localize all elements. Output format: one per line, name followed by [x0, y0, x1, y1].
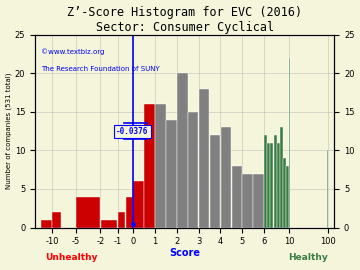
Bar: [118, 212, 125, 228]
Bar: [166, 120, 177, 228]
Bar: [283, 158, 286, 228]
X-axis label: Score: Score: [169, 248, 200, 258]
Text: Unhealthy: Unhealthy: [45, 253, 97, 262]
Bar: [231, 166, 242, 228]
Bar: [76, 197, 100, 228]
Text: The Research Foundation of SUNY: The Research Foundation of SUNY: [41, 66, 160, 72]
Bar: [134, 181, 144, 228]
Bar: [144, 104, 155, 228]
Y-axis label: Number of companies (531 total): Number of companies (531 total): [5, 73, 12, 189]
Bar: [155, 104, 166, 228]
Bar: [188, 112, 198, 228]
Bar: [280, 127, 283, 228]
Bar: [327, 150, 328, 228]
Text: ©www.textbiz.org: ©www.textbiz.org: [41, 48, 104, 55]
Bar: [199, 89, 210, 228]
Bar: [286, 166, 289, 228]
Bar: [270, 143, 273, 228]
Text: -0.0376: -0.0376: [116, 127, 149, 136]
Bar: [41, 220, 52, 228]
Bar: [126, 197, 133, 228]
Bar: [52, 212, 62, 228]
Bar: [264, 135, 267, 228]
Bar: [276, 143, 280, 228]
Bar: [242, 174, 253, 228]
Bar: [289, 58, 290, 228]
Bar: [210, 135, 220, 228]
Title: Z’-Score Histogram for EVC (2016)
Sector: Consumer Cyclical: Z’-Score Histogram for EVC (2016) Sector…: [67, 6, 302, 33]
Bar: [177, 73, 188, 228]
Bar: [274, 135, 276, 228]
Bar: [267, 143, 270, 228]
Bar: [101, 220, 117, 228]
Bar: [221, 127, 231, 228]
Text: Healthy: Healthy: [288, 253, 328, 262]
Bar: [253, 174, 264, 228]
